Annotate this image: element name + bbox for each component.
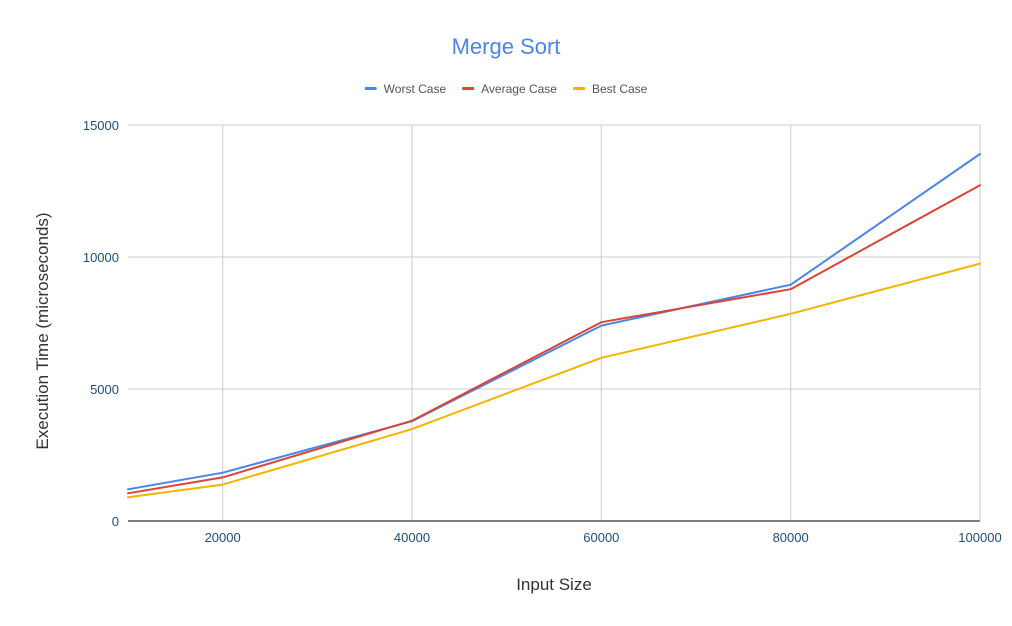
legend-item: Average Case: [462, 82, 557, 96]
y-tick-label: 5000: [90, 382, 119, 397]
legend: Worst Case Average Case Best Case: [364, 82, 648, 96]
y-tick-label: 10000: [83, 250, 119, 265]
series-line-average-case: [127, 184, 981, 495]
y-axis-title: Execution Time (microseconds): [33, 212, 52, 449]
legend-item: Best Case: [572, 82, 648, 96]
x-tick-label: 40000: [394, 530, 430, 545]
legend-swatch: [364, 87, 377, 90]
legend-label: Worst Case: [384, 82, 447, 96]
chart-title: Merge Sort: [452, 34, 561, 59]
series-line-best-case: [127, 262, 981, 499]
legend-swatch: [572, 87, 585, 90]
x-tick-label: 100000: [958, 530, 1001, 545]
x-tick-label: 20000: [205, 530, 241, 545]
y-tick-label: 15000: [83, 118, 119, 133]
x-tick-label: 60000: [583, 530, 619, 545]
grid: [128, 124, 981, 521]
y-axis-ticks: 0 5000 10000 15000: [83, 118, 119, 529]
legend-label: Best Case: [592, 82, 648, 96]
x-axis-ticks: 20000 40000 60000 80000 100000: [205, 530, 1002, 545]
x-tick-label: 80000: [773, 530, 809, 545]
legend-item: Worst Case: [364, 82, 447, 96]
legend-swatch: [462, 87, 475, 90]
series-line-worst-case: [127, 153, 981, 491]
x-axis-title: Input Size: [516, 575, 592, 594]
legend-label: Average Case: [481, 82, 557, 96]
series-lines: [127, 153, 981, 499]
y-tick-label: 0: [112, 514, 119, 529]
